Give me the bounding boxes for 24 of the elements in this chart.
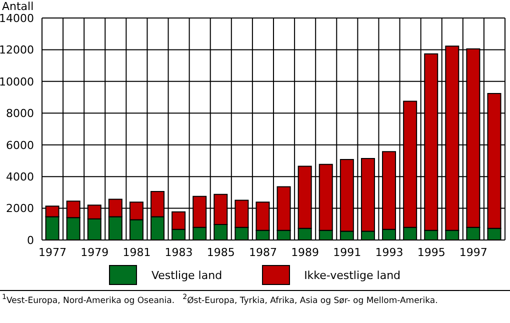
y-tick-label: 4000 xyxy=(6,170,34,184)
y-tick-label: 12000 xyxy=(0,44,34,57)
y-axis-title: Antall xyxy=(2,0,34,13)
x-tick-label: 1987 xyxy=(248,246,277,259)
x-tick-label: 1977 xyxy=(38,246,67,259)
x-tick-label: 1979 xyxy=(80,246,109,259)
x-tick-label: 1989 xyxy=(291,246,320,259)
y-tick-label: 6000 xyxy=(6,138,34,152)
legend-label: Ikke-vestlige land xyxy=(304,268,401,282)
y-tick-label: 0 xyxy=(27,234,34,247)
x-tick-label: 1983 xyxy=(164,246,193,259)
x-tick-label: 1993 xyxy=(375,246,404,259)
legend-label: Vestlige land xyxy=(151,268,222,282)
x-tick-label: 1995 xyxy=(417,246,446,259)
y-tick-label: 8000 xyxy=(6,107,34,120)
x-tick-label: 1985 xyxy=(206,246,235,259)
text: $^{2}$Øst-Europa, Tyrkia, Afrika, Asia og Sør- og Mellom-Amerika. xyxy=(182,292,438,306)
x-tick-label: 1981 xyxy=(122,246,151,259)
x-tick-label: 1997 xyxy=(459,246,488,259)
x-tick-label: 1991 xyxy=(333,246,362,259)
y-tick-label: 14000 xyxy=(0,12,34,25)
y-tick-label: 2000 xyxy=(6,202,34,216)
y-tick-label: 10000 xyxy=(0,75,34,88)
text: $^{1}$Vest-Europa, Nord-Amerika og Oseania. xyxy=(2,292,175,306)
